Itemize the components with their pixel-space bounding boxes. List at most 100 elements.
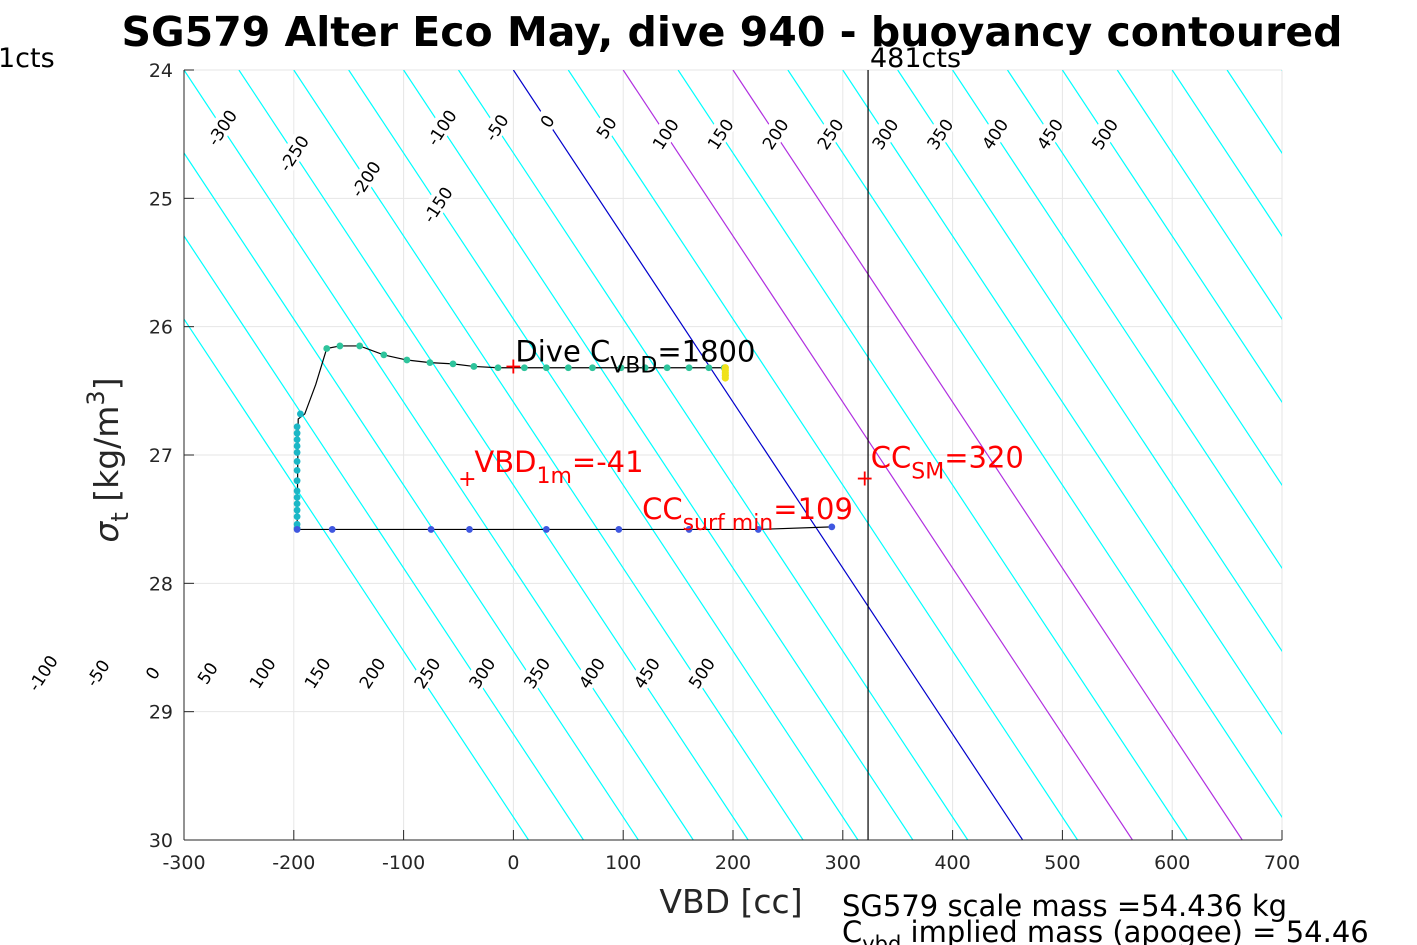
apogee-point bbox=[721, 374, 729, 382]
contour-label-bg bbox=[529, 101, 564, 140]
contour-label-bottom: 450 bbox=[630, 655, 665, 693]
dive-point bbox=[323, 345, 331, 352]
implied-mass-text: Cvbd implied mass (apogee) = 54.46 bbox=[842, 915, 1369, 945]
contour-label-bg bbox=[478, 108, 514, 147]
climb-point bbox=[427, 526, 435, 533]
contour-line bbox=[403, 70, 914, 840]
y-tick-label: 27 bbox=[149, 445, 173, 467]
annotation-marker: + bbox=[458, 467, 476, 492]
climb-point bbox=[466, 526, 473, 533]
contour-label-bg bbox=[683, 653, 719, 692]
contour-label-bg bbox=[79, 653, 115, 692]
y-axis-sub: t bbox=[106, 512, 134, 521]
vertical-point bbox=[293, 513, 301, 520]
contour-line bbox=[512, 70, 1024, 840]
vertical-point bbox=[293, 436, 301, 443]
dive-point bbox=[494, 364, 502, 372]
dive-point bbox=[685, 364, 693, 372]
contour-label-top: -50 bbox=[482, 111, 514, 145]
annotation-sub: VBD bbox=[610, 354, 657, 379]
dive-point bbox=[449, 360, 457, 368]
climb-point bbox=[328, 526, 336, 533]
scale-mass-text: SG579 scale mass =54.436 kg bbox=[842, 889, 1287, 923]
annotation-main: CC bbox=[642, 492, 683, 526]
x-tick-label: -300 bbox=[162, 852, 205, 874]
vertical-point bbox=[293, 493, 301, 501]
dive-trace bbox=[293, 70, 869, 840]
contour-label-bg bbox=[299, 653, 334, 692]
x-tick-label: 100 bbox=[605, 852, 641, 874]
dive-point bbox=[426, 359, 434, 366]
chart-title: SG579 Alter Eco May, dive 940 - buoyancy… bbox=[121, 8, 1342, 56]
climb-point bbox=[828, 523, 836, 531]
climb-point bbox=[542, 526, 550, 533]
x-tick-label: 200 bbox=[715, 852, 751, 874]
contour-label-top: 500 bbox=[1088, 116, 1123, 154]
annotation-sub: surf min bbox=[683, 511, 774, 536]
contour-labels: -300-250-200-150-100 -50 0 50 100 150 200 250 30… bbox=[25, 101, 1123, 695]
dive-point bbox=[403, 356, 411, 364]
contour-line bbox=[1337, 70, 1417, 840]
climb-point bbox=[293, 526, 301, 533]
contour-line bbox=[293, 70, 804, 840]
implied-mass-c: C bbox=[842, 915, 862, 945]
vertical-point bbox=[293, 429, 301, 437]
contour-label-top: 300 bbox=[869, 116, 904, 154]
dive-point bbox=[705, 364, 713, 372]
contour-line bbox=[1116, 70, 1282, 321]
dive-point bbox=[641, 364, 649, 372]
vertical-point bbox=[293, 442, 301, 450]
y-tick-label: 28 bbox=[149, 573, 173, 595]
contour-label-bg bbox=[647, 114, 682, 153]
y-axis-text: [kg/m bbox=[87, 406, 126, 513]
x-tick-label: 500 bbox=[1044, 852, 1080, 874]
contour-label-bg bbox=[1086, 114, 1122, 153]
dive-point bbox=[617, 364, 625, 372]
contour-label-bottom: 500 bbox=[685, 655, 720, 693]
contour-label-top: 400 bbox=[979, 116, 1014, 154]
y-axis-sigma: σ bbox=[87, 521, 126, 543]
dive-point bbox=[564, 364, 572, 372]
contour-label-bg bbox=[702, 114, 737, 153]
contour-label-bg bbox=[347, 159, 383, 198]
vertical-point bbox=[293, 506, 301, 514]
implied-mass-sub: vbd bbox=[862, 932, 901, 945]
buoyancy-contours bbox=[184, 70, 1417, 840]
dive-point bbox=[542, 364, 550, 372]
contour-label-bg bbox=[1031, 114, 1067, 153]
vertical-point bbox=[293, 500, 301, 508]
y-tick-label: 25 bbox=[149, 188, 173, 210]
climb-point bbox=[685, 526, 693, 533]
contour-label-bottom: 350 bbox=[521, 655, 556, 693]
annotation-value: =-41 bbox=[572, 445, 644, 479]
contour-label-bg bbox=[244, 653, 279, 692]
contour-label-bg bbox=[628, 653, 664, 692]
dive-point bbox=[520, 364, 528, 372]
y-axis-label: σt [kg/m3] bbox=[82, 377, 134, 542]
x-tick-label: 600 bbox=[1154, 852, 1190, 874]
contour-label-bottom: 250 bbox=[411, 655, 446, 693]
contour-line bbox=[1281, 70, 1282, 72]
contour-label-bg bbox=[134, 653, 170, 692]
vertical-point bbox=[293, 449, 301, 456]
annotation-cc-surf-min: CCsurf min=109 bbox=[642, 492, 853, 536]
contour-line bbox=[1392, 70, 1417, 840]
contour-line bbox=[238, 70, 749, 840]
contour-line bbox=[184, 70, 694, 840]
annotation-vbd-1m: VBD1m=-41 bbox=[474, 445, 643, 489]
contour-label-bg bbox=[519, 653, 554, 692]
vertical-point bbox=[293, 477, 301, 485]
contour-label-bottom: 300 bbox=[466, 655, 501, 693]
contour-line bbox=[622, 70, 1133, 840]
vertical-point bbox=[293, 458, 301, 465]
dive-point bbox=[380, 351, 388, 359]
contour-line bbox=[677, 70, 1188, 840]
contour-line bbox=[184, 151, 639, 840]
contour-line bbox=[567, 70, 1079, 840]
x-tick-label: 700 bbox=[1264, 852, 1300, 874]
contour-label-bottom: 150 bbox=[301, 655, 336, 693]
vertical-point bbox=[296, 410, 304, 418]
annotation-cc-sm: CCSM=320 bbox=[871, 440, 1024, 484]
